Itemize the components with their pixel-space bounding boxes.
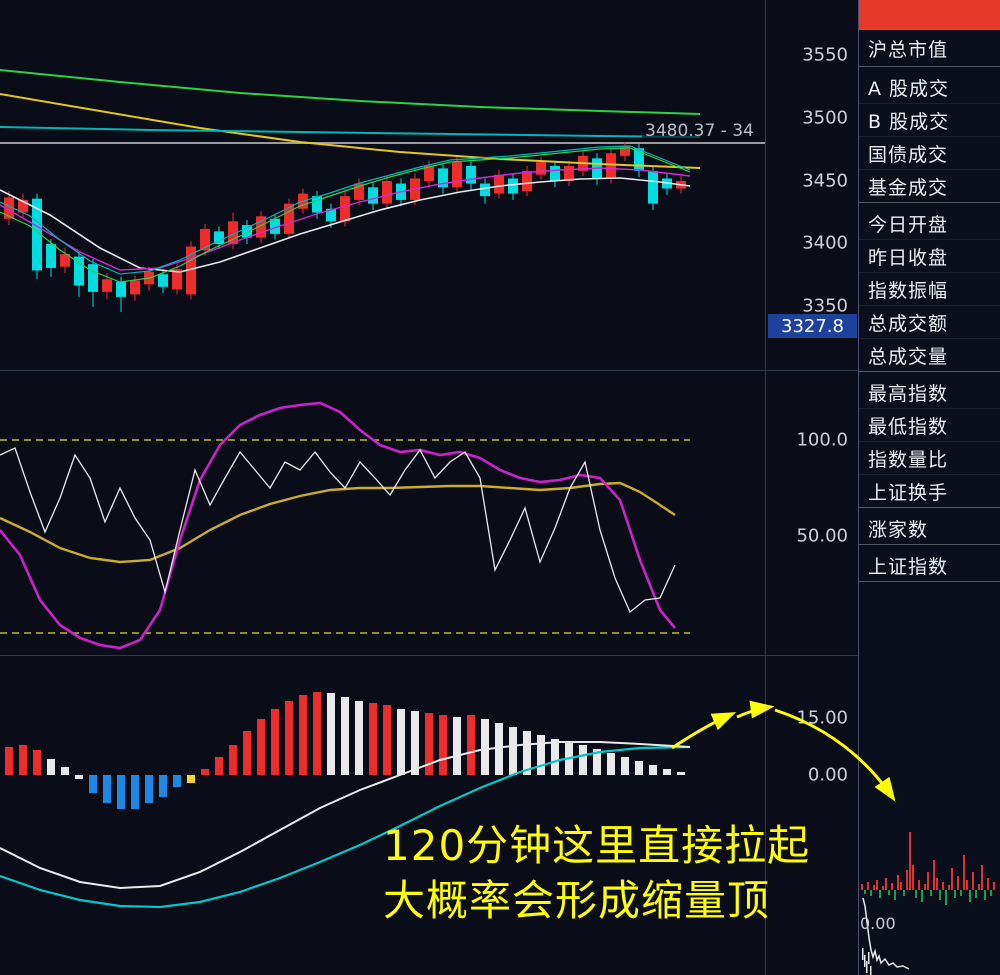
panel-row-list: 沪总市值 A 股成交 B 股成交 国债成交 基金成交今日开盘 昨日收盘 指数振幅 总成交额 总成… — [859, 30, 1000, 582]
axis-tick: 3350 — [802, 295, 848, 317]
panel-row-2[interactable]: B 股成交 — [859, 104, 1000, 137]
panel-row-6[interactable]: 昨日收盘 — [859, 240, 1000, 273]
panel-row-11[interactable]: 最低指数 — [859, 409, 1000, 442]
panel-row-13[interactable]: 上证换手 — [859, 475, 1000, 508]
axis-tick: 15.00 — [796, 707, 848, 729]
annotation-line2: 大概率会形成缩量顶 — [383, 876, 771, 926]
panel-row-8[interactable]: 总成交额 — [859, 306, 1000, 339]
panel-row-3[interactable]: 国债成交 — [859, 137, 1000, 170]
current-value-badge: 3327.8 — [768, 314, 857, 338]
panel-row-10[interactable]: 最高指数 — [859, 376, 1000, 409]
panel-row-1[interactable]: A 股成交 — [859, 71, 1000, 104]
annotation-text: 120分钟这里直接拉起 大概率会形成缩量顶 — [383, 818, 810, 929]
annotation-line1: 120分钟这里直接拉起 — [383, 821, 811, 870]
ma-lines-layer — [0, 69, 701, 283]
panel-row-9[interactable]: 总成交量 — [859, 339, 1000, 372]
mini-chart-svg[interactable] — [859, 780, 1000, 975]
market-data-panel: 沪总市值 A 股成交 B 股成交 国债成交 基金成交今日开盘 昨日收盘 指数振幅 总成交额 总成… — [858, 0, 1000, 975]
main-chart-svg[interactable] — [0, 0, 765, 975]
panel-red-banner — [859, 0, 1000, 30]
panel-row-14[interactable]: 涨家数 — [859, 512, 1000, 545]
axis-tick: 50.00 — [796, 525, 848, 547]
mini-axis-label: 0.00 — [860, 914, 896, 933]
axis-tick: 3450 — [802, 170, 848, 192]
panel-row-7[interactable]: 指数振幅 — [859, 273, 1000, 306]
axis-tick: 3550 — [802, 44, 848, 66]
panel-row-15[interactable]: 上证指数 — [859, 549, 1000, 582]
pane-divider-bottom — [0, 655, 858, 656]
axis-tick: 3500 — [802, 107, 848, 129]
kdj-layer — [0, 401, 690, 650]
mini-charts-area[interactable]: 0.00 — [859, 780, 1000, 975]
axis-tick: 100.0 — [796, 429, 848, 451]
panel-row-5[interactable]: 今日开盘 — [859, 207, 1000, 240]
axis-tick: 3400 — [802, 232, 848, 254]
candles-layer — [4, 141, 686, 313]
chart-plot-area[interactable]: 3480.37 - 34 — [0, 0, 765, 975]
macd-layer — [0, 692, 691, 909]
panel-row-0[interactable]: 沪总市值 — [859, 30, 1000, 67]
price-marker-label: 3480.37 - 34 — [642, 121, 757, 141]
axis-tick: 0.00 — [807, 764, 848, 786]
panel-row-12[interactable]: 指数量比 — [859, 442, 1000, 475]
pane-divider-top — [0, 370, 858, 371]
panel-row-4[interactable]: 基金成交 — [859, 170, 1000, 203]
